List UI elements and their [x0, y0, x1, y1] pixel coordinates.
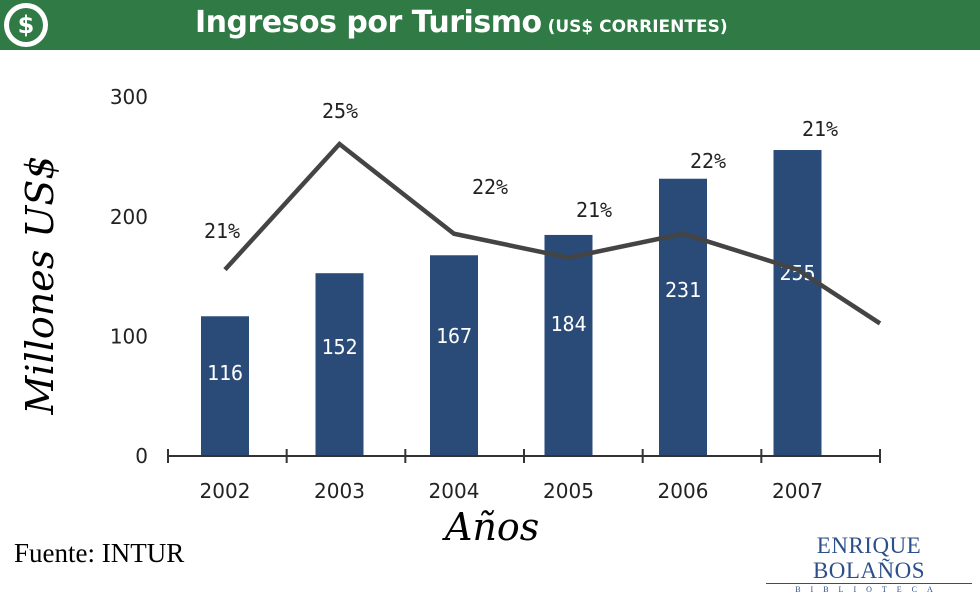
y-tick-label: 0 — [135, 444, 148, 468]
logo-name: ENRIQUE BOLAÑOS — [766, 533, 972, 584]
chart-title-main: Ingresos por Turismo — [195, 5, 542, 40]
x-tick-label: 2002 — [200, 479, 251, 500]
title-banner: $ Ingresos por Turismo (US$ CORRIENTES) — [0, 0, 980, 50]
x-axis-label: Años — [445, 505, 540, 549]
source-note: Fuente: INTUR — [14, 538, 185, 568]
bar-value-label: 167 — [436, 324, 472, 348]
dollar-coin-icon: $ — [4, 3, 48, 47]
bar-value-label: 184 — [550, 312, 586, 336]
percentage-label: 21% — [204, 219, 240, 243]
bar-2002 — [201, 316, 249, 455]
library-logo: ENRIQUE BOLAÑOS BIBLIOTECA — [766, 533, 972, 595]
bar-value-label: 152 — [321, 335, 357, 359]
bar-2006 — [659, 178, 707, 455]
percentage-label: 21% — [802, 117, 838, 141]
x-tick-label: 2003 — [314, 479, 365, 500]
bar-2003 — [315, 273, 364, 455]
bar-value-label: 116 — [207, 361, 243, 385]
bar-2005 — [544, 234, 593, 455]
y-tick-label: 200 — [110, 205, 148, 229]
x-tick-label: 2007 — [772, 479, 823, 500]
y-tick-label: 100 — [110, 324, 148, 348]
x-tick-label: 2004 — [429, 479, 480, 500]
x-tick-label: 2006 — [658, 479, 709, 500]
chart-title-subtitle: (US$ CORRIENTES) — [547, 17, 728, 37]
coin-symbol: $ — [9, 8, 43, 42]
bar-2004 — [430, 255, 478, 455]
percentage-line — [223, 140, 882, 326]
percentage-label: 22% — [690, 149, 726, 173]
percentage-label: 21% — [576, 198, 612, 222]
bar-2007 — [773, 150, 822, 455]
x-tick-label: 2005 — [543, 479, 594, 500]
percentage-label: 22% — [472, 175, 508, 199]
bar-value-label: 231 — [665, 278, 701, 302]
y-tick-label: 300 — [110, 85, 148, 109]
y-axis-label: Millones US$ — [18, 155, 62, 415]
percentage-label: 25% — [322, 99, 358, 123]
chart-title: Ingresos por Turismo (US$ CORRIENTES) — [195, 5, 728, 45]
logo-subtitle: BIBLIOTECA — [795, 585, 943, 594]
